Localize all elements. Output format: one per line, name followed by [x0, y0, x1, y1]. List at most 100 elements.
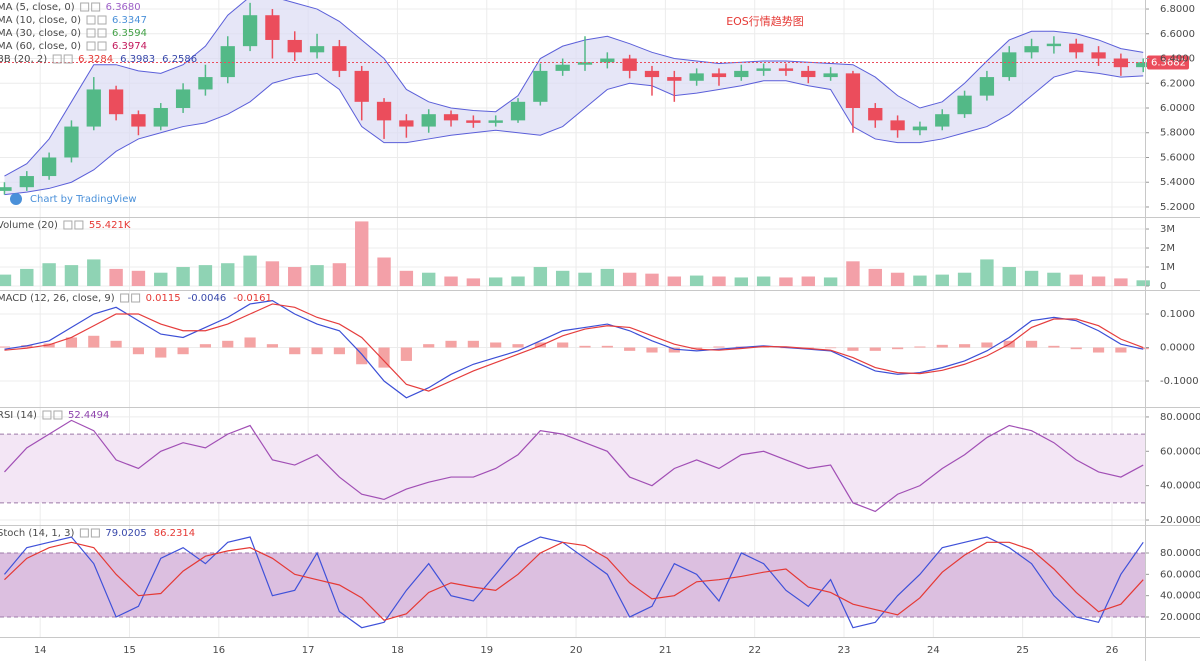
legend-label: Stoch (14, 1, 3)	[0, 528, 74, 539]
histogram-bar	[557, 342, 569, 348]
candle-body	[756, 68, 771, 71]
x-tick-label: 23	[838, 645, 851, 656]
y-tick-label: 0	[1160, 281, 1166, 292]
volume-bar	[890, 272, 905, 287]
histogram-bar	[847, 347, 859, 351]
histogram-bar	[668, 347, 680, 353]
volume-bar	[555, 270, 570, 287]
band-fill	[0, 552, 1145, 617]
y-tick-label: 20.0000	[1160, 612, 1200, 623]
histogram-bar	[110, 340, 122, 348]
volume-bar	[1091, 276, 1106, 287]
volume-bar	[578, 272, 592, 287]
candle-body	[734, 70, 749, 78]
candle-body	[466, 120, 481, 123]
histogram-bar	[624, 347, 636, 351]
volume-bar	[511, 276, 525, 287]
y-tick-label: 0.0000	[1160, 343, 1195, 354]
legend-label: BB (20, 2)	[0, 54, 47, 65]
histogram-bar	[512, 344, 524, 348]
volume-bar	[957, 272, 972, 287]
volume-bar	[712, 276, 726, 287]
legend-label: MA (10, close, 0)	[0, 15, 81, 26]
candle-body	[354, 70, 369, 102]
candle-body	[265, 15, 280, 40]
candle-body	[220, 46, 235, 78]
y-tick-label: 40.0000	[1160, 481, 1200, 492]
indicator-line	[4, 419, 1144, 513]
legend-label: MACD (12, 26, close, 9)	[0, 293, 115, 304]
y-tick-label: 20.0000	[1160, 515, 1200, 526]
y-tick-label: 5.8000	[1160, 128, 1195, 139]
legend-icon	[86, 41, 96, 51]
legend-value: 6.3680	[106, 2, 141, 13]
volume-bar	[1069, 274, 1083, 287]
legend-icon	[86, 28, 96, 38]
candle-body	[533, 70, 548, 102]
histogram-bar	[155, 347, 167, 358]
chart-title: EOS行情趋势图	[726, 15, 804, 28]
legend-icon	[74, 220, 84, 230]
y-tick-label: 2M	[1160, 243, 1175, 254]
volume-bar	[801, 276, 815, 287]
candle-body	[711, 73, 727, 78]
candle-body	[108, 89, 124, 115]
histogram-bar	[378, 347, 390, 368]
candle-body	[153, 108, 168, 127]
candle-body	[1136, 62, 1151, 68]
candle-body	[242, 15, 258, 47]
volume-bar	[868, 268, 882, 287]
histogram-bar	[869, 347, 881, 351]
histogram-bar	[1025, 340, 1038, 348]
volume-bar	[913, 275, 927, 287]
volume-bar	[176, 267, 190, 287]
histogram-bar	[981, 342, 993, 348]
y-tick-label: 60.0000	[1160, 569, 1200, 580]
indicator-line	[4, 536, 1144, 629]
volume-bar	[1002, 267, 1016, 287]
candle-body	[778, 68, 794, 71]
watermark-icon	[10, 193, 22, 205]
histogram-bar	[601, 345, 613, 348]
legend-icon	[97, 28, 107, 38]
histogram-bar	[1137, 347, 1149, 350]
candle-body	[19, 176, 34, 188]
volume-bar	[756, 276, 771, 287]
histogram-bar	[88, 335, 100, 348]
histogram-bar	[802, 347, 814, 349]
candle-body	[376, 101, 392, 121]
volume-bar	[1114, 278, 1128, 287]
legend-icon	[52, 54, 62, 64]
candle-body	[64, 126, 79, 158]
candle-body	[868, 108, 883, 121]
candle-body	[890, 120, 905, 131]
y-tick-label: 40.0000	[1160, 591, 1200, 602]
volume-bar	[466, 278, 481, 287]
legend-value: 55.421K	[89, 220, 131, 231]
histogram-bar	[289, 347, 301, 355]
candle-body	[131, 114, 146, 127]
candle-body	[667, 77, 682, 81]
band-fill	[0, 434, 1145, 503]
legend-label: MA (60, close, 0)	[0, 41, 81, 52]
y-tick-label: 1M	[1160, 262, 1175, 273]
candle-body	[1024, 46, 1039, 53]
legend-icon	[120, 293, 130, 303]
legend-value: 6.3983	[120, 54, 155, 65]
candle-body	[175, 89, 191, 109]
candle-body	[555, 64, 570, 71]
histogram-bar	[1115, 347, 1127, 353]
y-tick-label: 6.2000	[1160, 78, 1195, 89]
indicator-line	[4, 541, 1144, 621]
histogram-bar	[825, 347, 837, 349]
y-tick-label: 5.6000	[1160, 152, 1195, 163]
volume-bar	[64, 265, 79, 287]
volume-bar	[645, 273, 659, 287]
legend-value: 6.2586	[162, 54, 197, 65]
candle-body	[0, 187, 12, 191]
indicator-line	[4, 303, 1144, 392]
histogram-bar	[1092, 347, 1105, 353]
histogram-bar	[646, 347, 658, 353]
legend-value: -0.0046	[188, 293, 227, 304]
